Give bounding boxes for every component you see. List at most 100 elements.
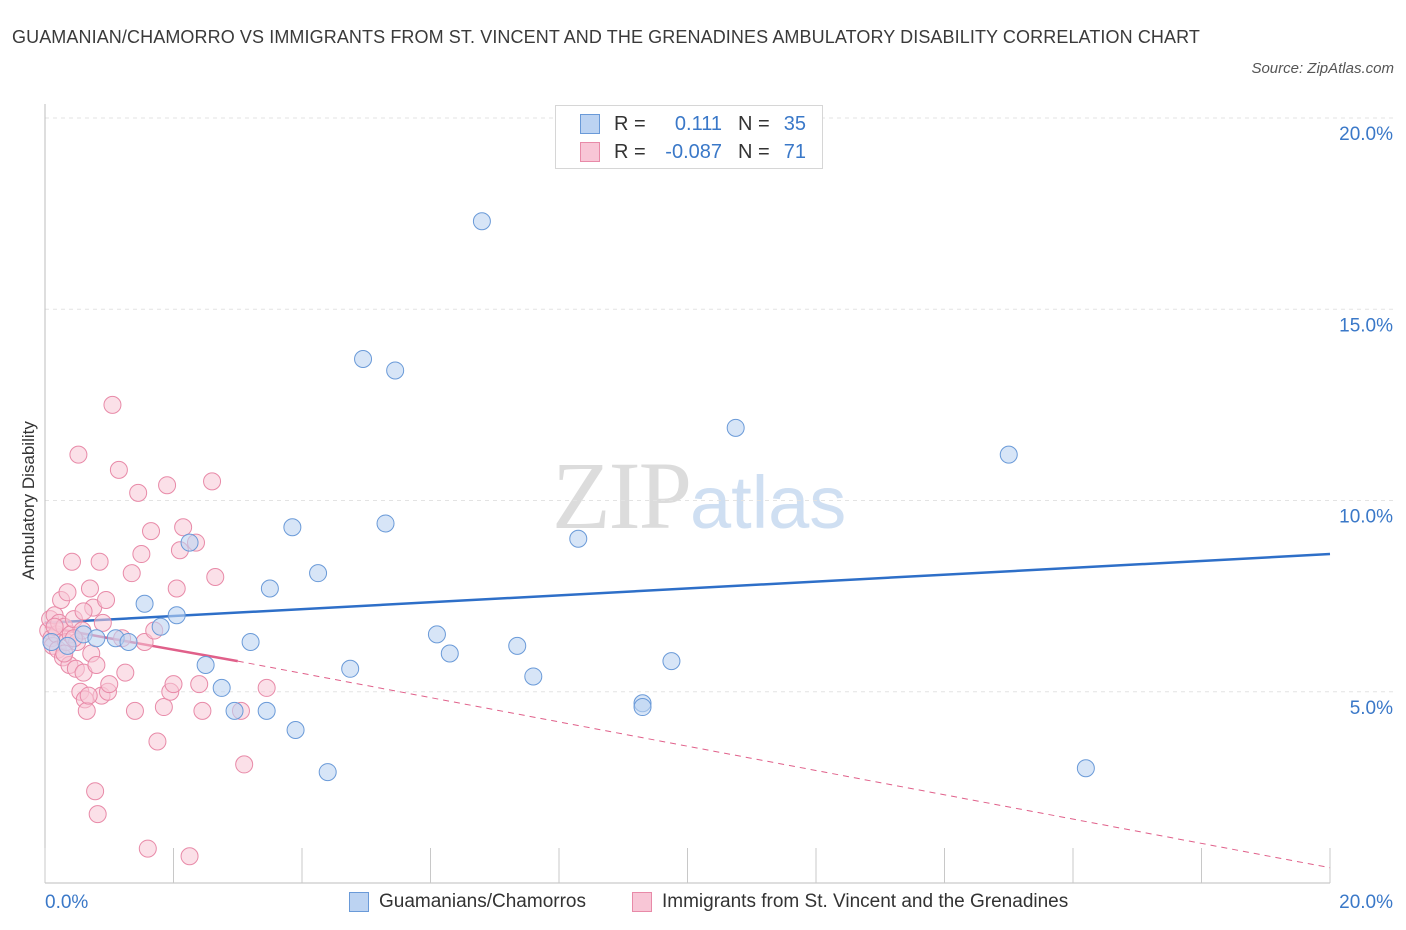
data-point-immigrants: [235, 755, 254, 774]
data-point-immigrants: [45, 617, 64, 636]
data-point-guamanians: [662, 652, 681, 671]
data-point-immigrants: [180, 847, 199, 866]
grid-lines: [45, 117, 1395, 693]
data-point-immigrants: [100, 675, 119, 694]
data-point-immigrants: [122, 564, 141, 583]
data-point-immigrants: [167, 579, 186, 598]
data-point-guamanians: [318, 763, 337, 782]
data-point-immigrants: [257, 678, 276, 697]
data-point-immigrants: [148, 732, 167, 751]
data-point-guamanians: [212, 678, 231, 697]
axes: [44, 104, 1331, 884]
series-legend-swatch-blue: [349, 892, 369, 912]
legend-r-value: -0.087: [665, 140, 722, 163]
legend-swatch-pink: [580, 142, 600, 162]
legend-n-label: N =: [738, 112, 770, 135]
trend-line-immigrants-extension: [237, 660, 1331, 869]
y-axis-label: Ambulatory Disability: [19, 421, 38, 580]
data-point-guamanians: [376, 514, 395, 533]
axis-labels: 5.0% 10.0% 15.0% 20.0% 0.0% 20.0% Ambulatory D…: [19, 124, 1393, 913]
chart-title: GUAMANIAN/CHAMORRO VS IMMIGRANTS FROM ST…: [12, 27, 1200, 47]
legend-r-value: 0.111: [674, 112, 722, 135]
data-point-guamanians: [309, 564, 328, 583]
data-point-guamanians: [386, 361, 405, 380]
data-point-immigrants: [90, 552, 109, 571]
legend-row-immigrants: R = -0.087 N = 71: [580, 139, 806, 165]
data-point-immigrants: [62, 552, 81, 571]
x-tick-label: 20.0%: [1339, 892, 1393, 913]
data-point-immigrants: [129, 483, 148, 502]
legend-n-value: 71: [783, 140, 806, 163]
data-point-guamanians: [524, 667, 543, 686]
data-point-guamanians: [257, 701, 276, 720]
data-point-guamanians: [569, 529, 588, 548]
data-point-guamanians: [167, 606, 186, 625]
data-point-guamanians: [180, 533, 199, 552]
data-point-immigrants: [58, 583, 77, 602]
data-point-guamanians: [1076, 759, 1095, 778]
legend-swatch-blue: [580, 114, 600, 134]
y-tick-label: 10.0%: [1339, 507, 1393, 528]
data-point-immigrants: [79, 686, 98, 705]
data-point-guamanians: [241, 633, 260, 652]
legend-n-label: N =: [738, 140, 770, 163]
legend-n-value: 35: [783, 112, 806, 135]
data-point-guamanians: [42, 633, 61, 652]
data-point-immigrants: [206, 568, 225, 586]
data-point-guamanians: [726, 418, 745, 437]
x-tick-label: 0.0%: [45, 892, 88, 913]
data-point-immigrants: [116, 663, 135, 682]
data-point-immigrants: [88, 805, 107, 824]
series-legend-immigrants[interactable]: Immigrants from St. Vincent and the Gren…: [632, 888, 1068, 916]
data-point-immigrants: [193, 701, 212, 720]
data-point-guamanians: [225, 701, 244, 720]
legend-r-label: R =: [614, 140, 646, 163]
data-point-guamanians: [151, 617, 170, 636]
data-point-immigrants: [190, 675, 209, 694]
data-point-immigrants: [69, 445, 88, 464]
data-point-immigrants: [87, 655, 106, 674]
data-point-guamanians: [440, 644, 459, 663]
data-point-immigrants: [109, 460, 128, 479]
series-legend-label: Guamanians/Chamorros: [379, 891, 586, 912]
data-point-guamanians: [354, 349, 373, 368]
data-point-immigrants: [164, 675, 183, 694]
data-point-immigrants: [97, 590, 116, 609]
data-point-immigrants: [138, 839, 157, 858]
data-point-guamanians: [135, 594, 154, 613]
data-point-immigrants: [154, 698, 173, 717]
data-point-immigrants: [77, 701, 96, 720]
data-point-guamanians: [427, 625, 446, 644]
legend-r-label: R =: [614, 112, 646, 135]
series-legend-guamanians[interactable]: Guamanians/Chamorros: [349, 888, 586, 916]
data-point-immigrants: [93, 613, 112, 632]
data-point-guamanians: [341, 659, 360, 678]
data-point-guamanians: [472, 212, 491, 231]
correlation-legend: R = 0.111 N = 35 R = -0.087 N = 71: [555, 105, 823, 169]
data-point-guamanians: [58, 636, 77, 655]
data-point-guamanians: [87, 629, 106, 648]
y-tick-label: 20.0%: [1339, 124, 1393, 145]
data-point-guamanians: [999, 445, 1018, 464]
data-point-immigrants: [158, 476, 177, 495]
data-point-immigrants: [142, 522, 161, 541]
trend-line-guamanians: [44, 552, 1331, 625]
y-tick-label: 5.0%: [1350, 698, 1393, 719]
data-point-immigrants: [203, 472, 222, 491]
data-point-guamanians: [633, 698, 652, 717]
legend-row-guamanians: R = 0.111 N = 35: [580, 111, 806, 137]
series-legend: Guamanians/Chamorros Immigrants from St.…: [0, 888, 1406, 916]
series-guamanians-points: [42, 212, 1095, 782]
data-point-guamanians: [260, 579, 279, 598]
data-point-immigrants: [132, 545, 151, 564]
data-point-guamanians: [286, 721, 305, 739]
data-point-immigrants: [103, 395, 122, 414]
watermark-atlas: atlas: [690, 461, 847, 544]
data-point-immigrants: [86, 782, 105, 801]
data-point-immigrants: [80, 579, 99, 598]
data-point-guamanians: [119, 633, 138, 652]
series-legend-swatch-pink: [632, 892, 652, 912]
data-point-immigrants: [125, 701, 144, 720]
data-point-immigrants: [74, 602, 93, 621]
